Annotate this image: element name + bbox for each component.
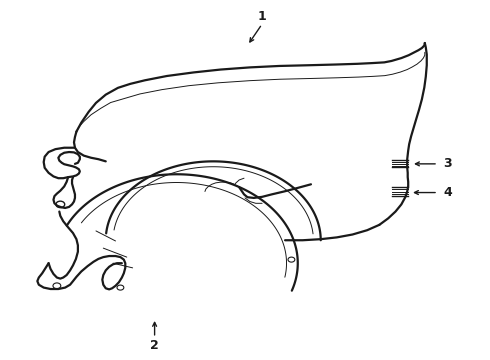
- Text: 2: 2: [150, 339, 159, 352]
- Polygon shape: [74, 43, 427, 240]
- Polygon shape: [37, 174, 298, 291]
- Text: 1: 1: [258, 10, 267, 23]
- Text: 4: 4: [443, 186, 452, 199]
- Text: 3: 3: [443, 157, 452, 170]
